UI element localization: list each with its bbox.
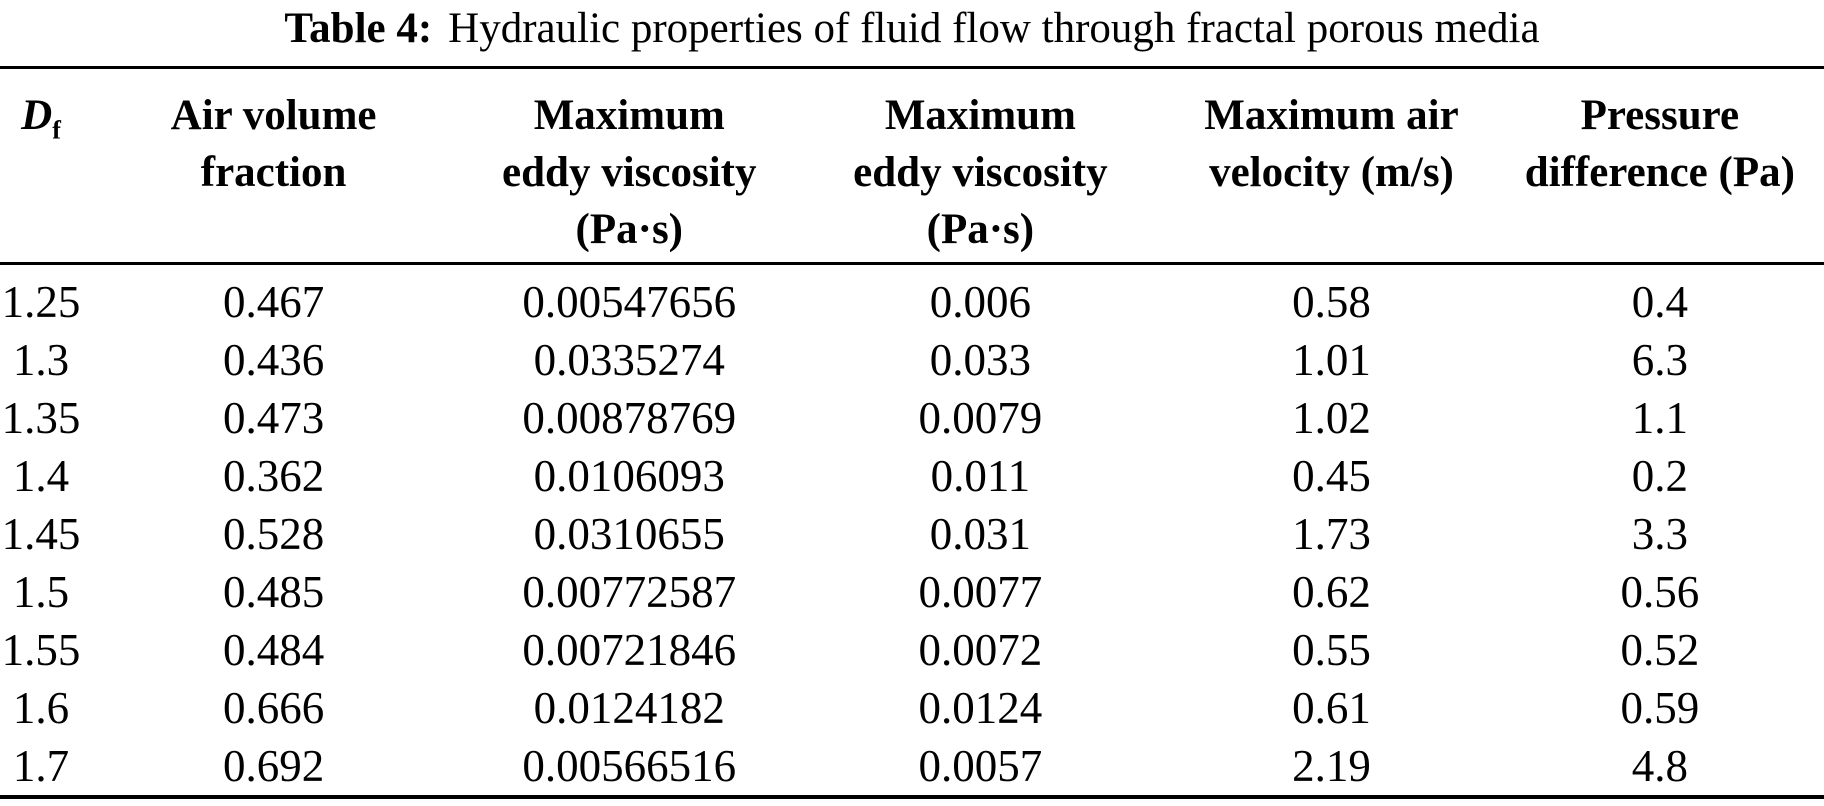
table-caption: Table 4: Hydraulic properties of fluid fl…	[0, 0, 1824, 66]
table-cell: 6.3	[1631, 335, 1688, 385]
table-cell: 0.0335274	[533, 335, 725, 385]
table-cell: 3.3	[1631, 509, 1688, 559]
table-cell: 1.3	[12, 335, 70, 385]
column-header-pressure-difference: Pressure difference (Pa)	[1495, 67, 1824, 265]
column-header-max-air-velocity: Maximum air velocity (m/s)	[1167, 67, 1496, 265]
table-cell: 0.0310655	[533, 509, 725, 559]
table-cell: 0.45	[1292, 451, 1371, 501]
table-cell: 0.00878769	[522, 393, 737, 443]
table-cell: 0.58	[1292, 277, 1371, 327]
table-cell: 0.006	[929, 277, 1031, 327]
table-cell: 2.19	[1292, 741, 1371, 791]
table-cell: 0.467	[222, 277, 325, 327]
table-cell: 1.02	[1292, 393, 1371, 443]
table-cell: 0.0079	[918, 393, 1043, 443]
table-cell: 0.55	[1292, 625, 1371, 675]
table-cell: 0.2	[1631, 451, 1688, 501]
table-cell: 1.25	[1, 277, 81, 327]
table-cell: 0.62	[1292, 567, 1371, 617]
table-row: 1.6 0.666 0.0124182 0.0124 0.61 0.59	[0, 679, 1824, 737]
table-cell: 0.033	[929, 335, 1031, 385]
table-cell: 0.0057	[918, 741, 1043, 791]
table-cell: 1.01	[1292, 335, 1371, 385]
table-cell: 0.0106093	[533, 451, 725, 501]
table-cell: 0.031	[929, 509, 1031, 559]
table-row: 1.3 0.436 0.0335274 0.033 1.01 6.3	[0, 331, 1824, 389]
table-row: 1.55 0.484 0.00721846 0.0072 0.55 0.52	[0, 621, 1824, 679]
table-cell: 0.692	[222, 741, 325, 791]
table-cell: 0.0124	[918, 683, 1043, 733]
table-cell: 4.8	[1631, 741, 1688, 791]
table-cell: 1.5	[12, 567, 70, 617]
column-header-max-eddy-viscosity-2: Maximum eddy viscosity (Pa·s)	[793, 67, 1168, 265]
header-row: Df Air volume fraction Maximum eddy visc…	[0, 67, 1824, 265]
table-caption-label: Table 4:	[284, 5, 433, 52]
table-cell: 0.59	[1620, 683, 1700, 733]
table-cell: 0.61	[1292, 683, 1371, 733]
table-cell: 0.0072	[918, 625, 1043, 675]
table-cell: 0.473	[222, 393, 325, 443]
table-cell: 0.00772587	[522, 567, 737, 617]
table-row: 1.4 0.362 0.0106093 0.011 0.45 0.2	[0, 447, 1824, 505]
table-row: 1.35 0.473 0.00878769 0.0079 1.02 1.1	[0, 389, 1824, 447]
table-cell: 0.00566516	[522, 741, 737, 791]
table-cell: 0.00721846	[522, 625, 737, 675]
hydraulic-properties-table: Df Air volume fraction Maximum eddy visc…	[0, 66, 1824, 799]
table-caption-text: Hydraulic properties of fluid flow throu…	[448, 5, 1540, 52]
column-header-air-volume-fraction: Air volume fraction	[82, 67, 466, 265]
table-row: 1.7 0.692 0.00566516 0.0057 2.19 4.8	[0, 737, 1824, 797]
table-cell: 0.52	[1620, 625, 1700, 675]
table-cell: 1.4	[12, 451, 70, 501]
table-cell: 0.00547656	[522, 277, 737, 327]
table-cell: 0.484	[222, 625, 325, 675]
table-cell: 1.45	[1, 509, 81, 559]
table-row: 1.5 0.485 0.00772587 0.0077 0.62 0.56	[0, 563, 1824, 621]
table-cell: 0.0124182	[533, 683, 725, 733]
table-cell: 1.55	[1, 625, 81, 675]
table-cell: 0.436	[222, 335, 325, 385]
table-cell: 0.362	[222, 451, 325, 501]
table-cell: 0.0077	[918, 567, 1043, 617]
table-cell: 1.1	[1631, 393, 1688, 443]
table-cell: 0.485	[222, 567, 325, 617]
table-cell: 1.35	[1, 393, 81, 443]
column-header-df: Df	[0, 67, 83, 265]
table-cell: 1.7	[12, 741, 70, 791]
table-row: 1.25 0.467 0.00547656 0.006 0.58 0.4	[0, 264, 1824, 332]
table-cell: 1.73	[1292, 509, 1371, 559]
table-cell: 0.666	[222, 683, 325, 733]
column-header-max-eddy-viscosity-1: Maximum eddy viscosity (Pa·s)	[465, 67, 794, 265]
table-cell: 0.528	[222, 509, 325, 559]
table-body: 1.25 0.467 0.00547656 0.006 0.58 0.4 1.3…	[0, 264, 1824, 798]
table-cell: 0.4	[1631, 277, 1688, 327]
table-cell: 1.6	[12, 683, 70, 733]
table-cell: 0.011	[930, 451, 1031, 501]
table-cell: 0.56	[1620, 567, 1700, 617]
table-header: Df Air volume fraction Maximum eddy visc…	[0, 67, 1824, 265]
table-row: 1.45 0.528 0.0310655 0.031 1.73 3.3	[0, 505, 1824, 563]
